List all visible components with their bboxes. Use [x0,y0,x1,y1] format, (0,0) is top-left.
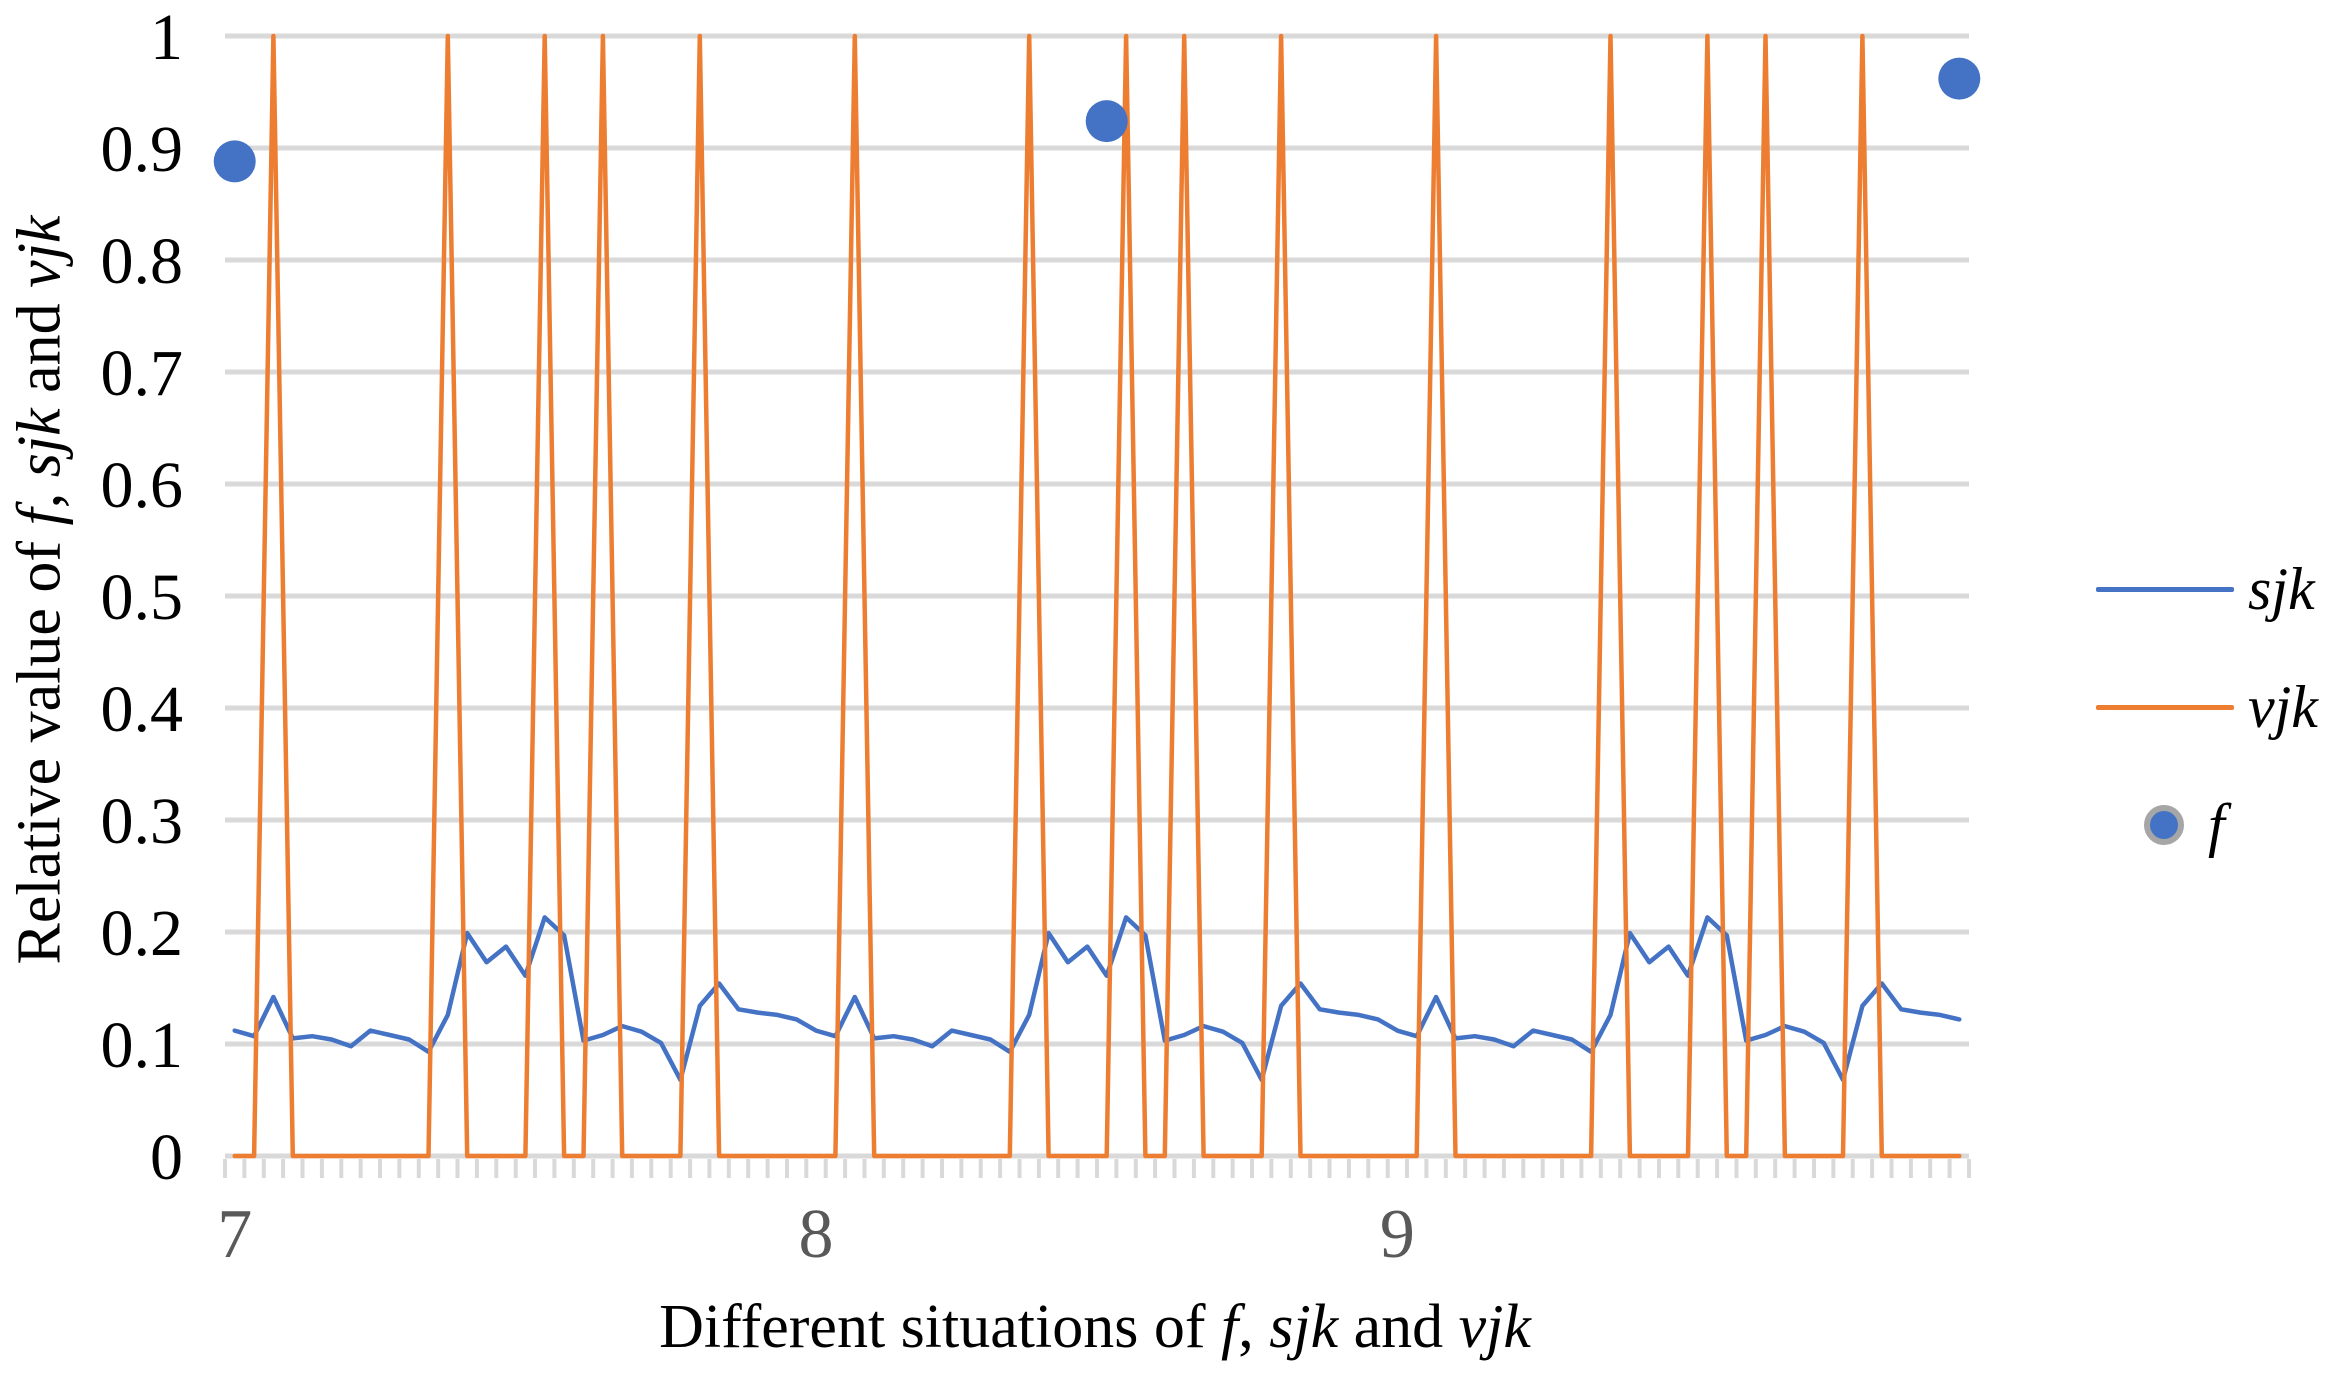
legend: sjk vjk f [2096,556,2318,858]
title-segment: and [5,287,74,409]
title-segment: , [1238,1293,1270,1361]
legend-item-vjk: vjk [2096,674,2318,740]
legend-item-sjk: sjk [2096,556,2318,622]
legend-label-f: f [2208,792,2225,858]
scatter-point-f-x9.967 [1938,57,1981,100]
series-line-vjk [232,33,1962,1159]
title-segment: Relative value of [5,525,74,965]
title-segment: and [1338,1293,1459,1361]
scatter-point-f-x8.5 [1085,100,1128,143]
title-italic-segment: vjk [5,215,74,288]
y-tick-label-0.9: 0.9 [101,113,184,186]
y-tick-label-0.5: 0.5 [101,561,184,634]
scatter-point-f-x7 [213,140,256,183]
y-tick-label-0.4: 0.4 [101,673,184,746]
y-tick-label-1: 1 [150,1,183,74]
legend-item-f: f [2096,792,2318,858]
y-tick-label-0.8: 0.8 [101,225,184,298]
title-segment: , [5,477,74,509]
y-tick-label-0.7: 0.7 [101,337,184,410]
y-tick-label-0.3: 0.3 [101,785,184,858]
vjk-line-swatch-icon [2096,704,2234,710]
y-axis-title: Relative value of f, sjk and vjk [5,216,76,965]
title-italic-segment: f [5,508,74,526]
x-tick-label-7: 7 [217,1196,252,1273]
x-tick-label-9: 9 [1380,1196,1415,1273]
legend-label-vjk: vjk [2248,674,2318,740]
y-tick-label-0.6: 0.6 [101,449,184,522]
x-tick-label-8: 8 [799,1196,834,1273]
title-italic-segment: f [1221,1293,1239,1361]
y-tick-label-0.2: 0.2 [101,897,184,970]
y-tick-label-0.1: 0.1 [101,1009,184,1082]
title-italic-segment: sjk [5,408,74,478]
legend-label-sjk: sjk [2248,556,2315,622]
y-tick-label-0: 0 [150,1121,183,1194]
f-dot-swatch-icon [2144,805,2184,845]
x-axis-title: Different situations of f, sjk and vjk [659,1292,1531,1363]
title-segment: Different situations of [659,1293,1221,1361]
title-italic-segment: sjk [1269,1293,1339,1361]
title-italic-segment: vjk [1458,1293,1531,1361]
sjk-line-swatch-icon [2096,586,2234,592]
series-line-sjk [232,915,1962,1083]
